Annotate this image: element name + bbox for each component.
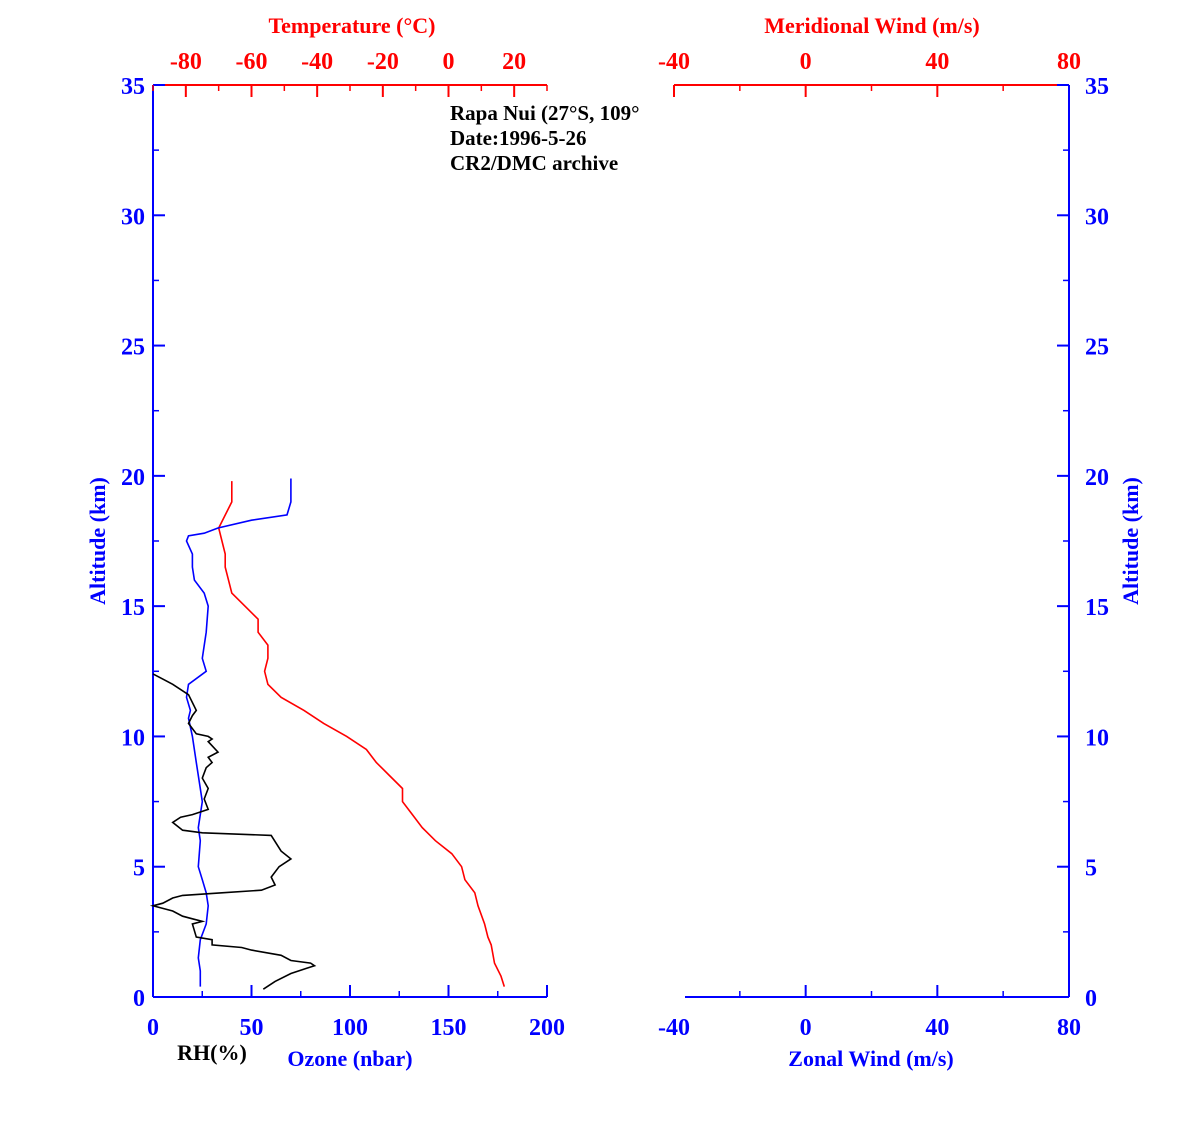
left-top-tick-label: -40 <box>301 49 333 75</box>
left-bottom-tick-label: 150 <box>431 1015 467 1041</box>
right-bottom-tick-label: 40 <box>925 1015 949 1041</box>
right-bottom-tick-label: 80 <box>1057 1015 1081 1041</box>
right-top-tick-label: 0 <box>800 49 812 75</box>
right-y-axis-label: Altitude (km) <box>1118 477 1143 605</box>
left-top-tick-label: 0 <box>443 49 455 75</box>
right-y-tick-label: 20 <box>1085 465 1109 491</box>
left-top-tick-label: 20 <box>502 49 526 75</box>
left-top-tick-label: -60 <box>236 49 268 75</box>
left-y-tick-label: 20 <box>121 465 145 491</box>
temperature-axis-label: Temperature (°C) <box>268 13 435 38</box>
ozone-axis-label: Ozone (nbar) <box>287 1046 412 1071</box>
rh-axis-label: RH(%) <box>177 1040 247 1065</box>
left-y-tick-label: 35 <box>121 74 145 100</box>
right-bottom-tick-label: -40 <box>658 1015 690 1041</box>
annotation-line: Date:1996-5-26 <box>450 126 586 150</box>
right-y-tick-label: 30 <box>1085 204 1109 230</box>
ozone-line <box>185 478 292 987</box>
right-y-tick-label: 35 <box>1085 74 1109 100</box>
right-top-tick-label: 80 <box>1057 49 1081 75</box>
left-y-tick-label: 30 <box>121 204 145 230</box>
right-y-tick-label: 0 <box>1085 986 1097 1012</box>
left-top-tick-label: -20 <box>367 49 399 75</box>
rh-line <box>149 673 317 990</box>
left-bottom-tick-label: 200 <box>529 1015 565 1041</box>
right-y-tick-label: 15 <box>1085 595 1109 621</box>
right-y-tick-label: 5 <box>1085 856 1097 882</box>
annotation-line: CR2/DMC archive <box>450 151 618 175</box>
left-top-tick-label: -80 <box>170 49 202 75</box>
right-top-tick-label: 40 <box>925 49 949 75</box>
left-bottom-tick-label: 100 <box>332 1015 368 1041</box>
right-y-tick-label: 10 <box>1085 725 1109 751</box>
zonal-wind-axis-label: Zonal Wind (m/s) <box>788 1046 953 1071</box>
temperature-line <box>217 481 506 987</box>
meridional-wind-axis-label: Meridional Wind (m/s) <box>764 13 980 38</box>
annotation-line: Rapa Nui (27°S, 109° <box>450 101 640 125</box>
left-y-tick-label: 10 <box>121 725 145 751</box>
left-y-axis-label: Altitude (km) <box>85 477 110 605</box>
left-y-tick-label: 0 <box>133 986 145 1012</box>
left-y-tick-label: 5 <box>133 856 145 882</box>
right-bottom-tick-label: 0 <box>800 1015 812 1041</box>
left-y-tick-label: 25 <box>121 335 145 361</box>
right-y-tick-label: 25 <box>1085 335 1109 361</box>
left-y-tick-label: 15 <box>121 595 145 621</box>
left-bottom-tick-label: 0 <box>147 1015 159 1041</box>
right-top-tick-label: -40 <box>658 49 690 75</box>
left-bottom-tick-label: 50 <box>240 1015 264 1041</box>
